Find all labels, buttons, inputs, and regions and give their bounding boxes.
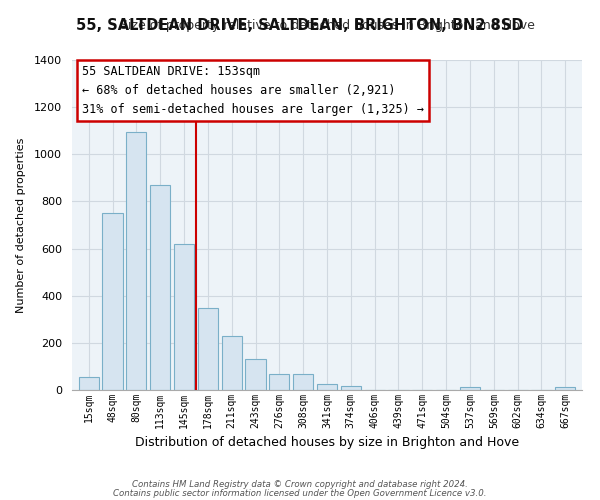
Text: 55 SALTDEAN DRIVE: 153sqm
← 68% of detached houses are smaller (2,921)
31% of se: 55 SALTDEAN DRIVE: 153sqm ← 68% of detac…	[82, 65, 424, 116]
Bar	[245, 358, 266, 390]
Y-axis label: Number of detached properties: Number of detached properties	[16, 138, 26, 312]
Bar	[174, 244, 194, 390]
Bar	[317, 384, 337, 390]
Bar	[103, 213, 122, 390]
Bar	[198, 308, 218, 390]
Bar	[555, 387, 575, 390]
Bar	[460, 387, 480, 390]
Title: Size of property relative to detached houses in Brighton and Hove: Size of property relative to detached ho…	[119, 20, 535, 32]
Bar	[293, 374, 313, 390]
Bar	[221, 336, 242, 390]
Bar	[269, 374, 289, 390]
Text: Contains public sector information licensed under the Open Government Licence v3: Contains public sector information licen…	[113, 488, 487, 498]
Bar	[79, 377, 99, 390]
Bar	[341, 386, 361, 390]
Bar	[126, 132, 146, 390]
Text: 55, SALTDEAN DRIVE, SALTDEAN, BRIGHTON, BN2 8SD: 55, SALTDEAN DRIVE, SALTDEAN, BRIGHTON, …	[76, 18, 524, 32]
X-axis label: Distribution of detached houses by size in Brighton and Hove: Distribution of detached houses by size …	[135, 436, 519, 450]
Text: Contains HM Land Registry data © Crown copyright and database right 2024.: Contains HM Land Registry data © Crown c…	[132, 480, 468, 489]
Bar	[150, 185, 170, 390]
